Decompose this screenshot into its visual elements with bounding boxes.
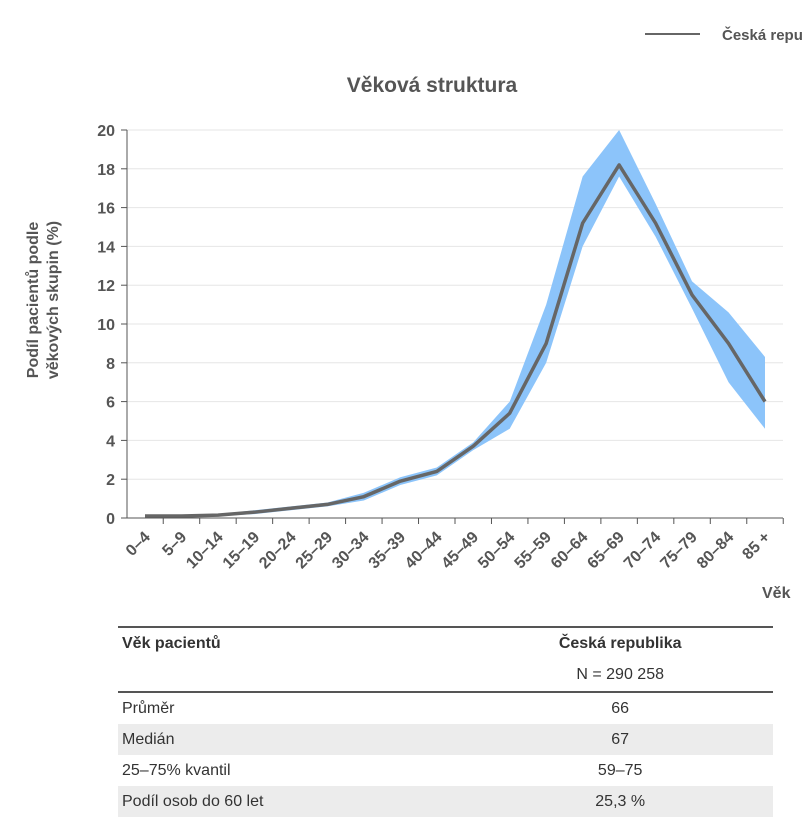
x-tick-label: 5–9 bbox=[159, 529, 190, 560]
table-cell: 59–75 bbox=[597, 761, 643, 779]
table-header: Česká republika bbox=[558, 634, 682, 652]
table-cell: 25,3 % bbox=[467, 786, 773, 817]
x-tick-label: 10–14 bbox=[183, 529, 227, 573]
table-cell bbox=[118, 659, 467, 692]
y-tick-label: 6 bbox=[106, 395, 115, 412]
x-tick-label: 0–4 bbox=[123, 529, 154, 560]
y-tick-label: 16 bbox=[97, 201, 115, 218]
y-axis-title: věkových skupin (%) bbox=[45, 221, 62, 379]
y-tick-label: 20 bbox=[97, 123, 115, 140]
y-axis-title: Podíl pacientů podle bbox=[25, 222, 42, 379]
y-tick-label: 0 bbox=[106, 511, 115, 528]
y-tick-label: 10 bbox=[97, 317, 115, 334]
x-tick-label: 15–19 bbox=[220, 529, 264, 573]
x-tick-label: 55–59 bbox=[512, 529, 556, 573]
x-tick-label: 50–54 bbox=[475, 529, 519, 573]
summary-table: Věk pacientů Česká republika N = 290 258 … bbox=[118, 626, 773, 817]
y-tick-label: 4 bbox=[106, 433, 115, 450]
x-tick-label: 25–29 bbox=[293, 529, 337, 573]
x-tick-label: 60–64 bbox=[548, 529, 592, 573]
x-tick-label: 20–24 bbox=[256, 529, 300, 573]
x-tick-label: 80–84 bbox=[694, 529, 738, 573]
y-tick-label: 2 bbox=[106, 472, 115, 489]
y-tick-label: 12 bbox=[97, 278, 115, 295]
table-cell: 66 bbox=[611, 699, 630, 717]
x-tick-label: 30–34 bbox=[329, 529, 373, 573]
x-tick-label: 70–74 bbox=[621, 529, 665, 573]
x-tick-label: 40–44 bbox=[402, 529, 446, 573]
table-cell: Podíl osob do 60 let bbox=[118, 786, 468, 817]
chart: Věková struktura Podíl pacientů podle vě… bbox=[25, 26, 803, 602]
line bbox=[145, 163, 767, 518]
table-subheader: N = 290 258 bbox=[576, 666, 664, 683]
table-header: Věk pacientů bbox=[122, 634, 221, 652]
y-tick-label: 14 bbox=[97, 239, 115, 256]
table-cell: 25–75% kvantil bbox=[122, 761, 231, 779]
table-cell: 67 bbox=[467, 724, 773, 755]
x-tick-label: 35–39 bbox=[366, 529, 410, 573]
x-tick-label: 75–79 bbox=[657, 529, 701, 573]
x-tick-label: 45–49 bbox=[439, 529, 483, 573]
legend-label: Česká republika bbox=[722, 26, 803, 44]
x-axis-title: Věk bbox=[762, 585, 791, 602]
y-tick-label: 18 bbox=[97, 162, 115, 179]
table-cell: Průměr bbox=[122, 699, 175, 717]
chart-title: Věková struktura bbox=[347, 74, 518, 97]
y-tick-label: 8 bbox=[106, 356, 115, 373]
x-tick-label: 65–69 bbox=[584, 529, 628, 573]
x-tick-label: 85 + bbox=[739, 529, 773, 563]
table-cell: Medián bbox=[118, 724, 468, 755]
